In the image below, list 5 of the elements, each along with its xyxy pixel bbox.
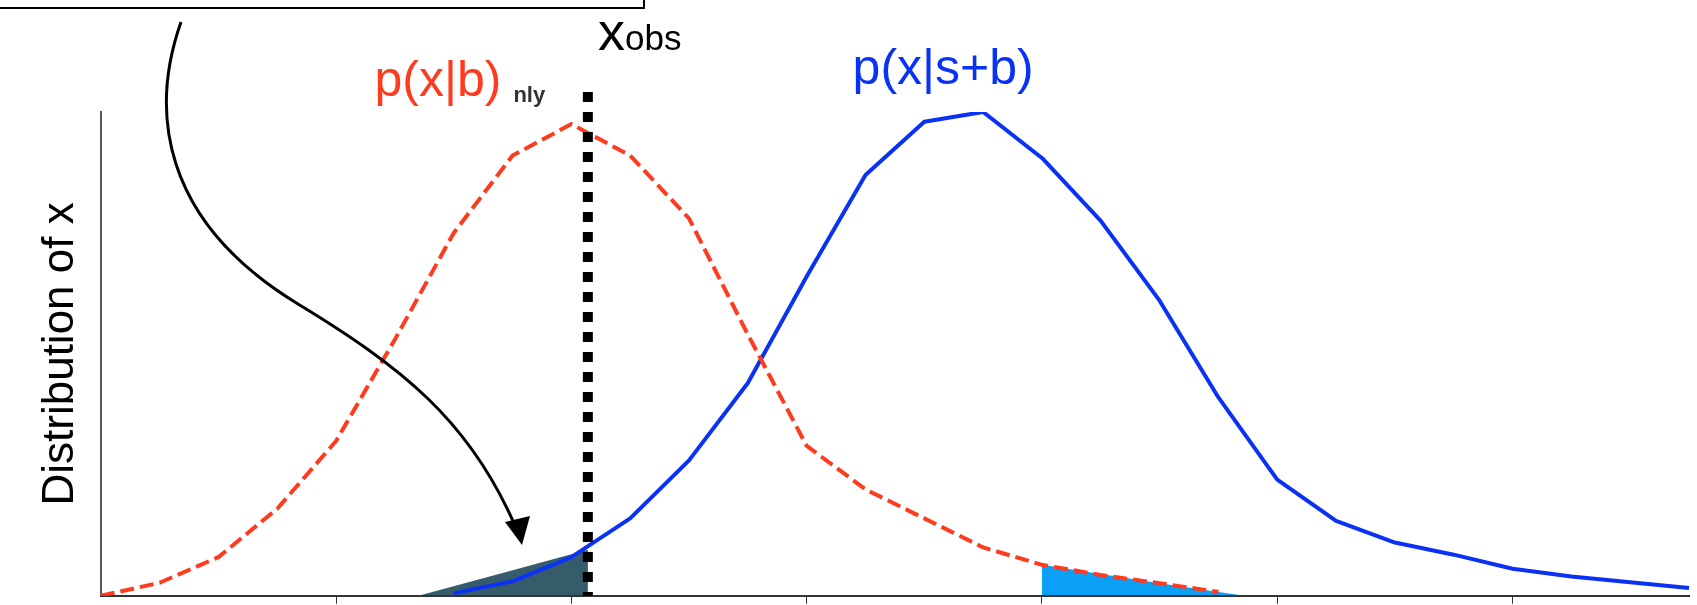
text: xobs [597, 1, 682, 61]
series-label: p(x|s+b) [852, 39, 1034, 95]
y-axis-title: Distribution of x [32, 202, 82, 506]
series-label: p(x|b) [374, 51, 502, 108]
text: nly [513, 82, 546, 108]
